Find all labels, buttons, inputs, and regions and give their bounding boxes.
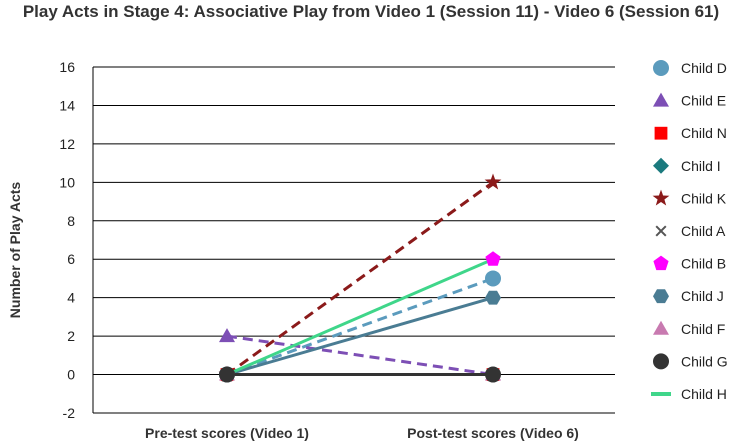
y-axis-label: Number of Play Acts	[7, 182, 23, 319]
legend-swatch	[652, 189, 670, 206]
legend-item-child-n: Child N	[654, 125, 727, 141]
y-tick-label: 2	[67, 328, 75, 344]
y-tick-label: 14	[59, 97, 75, 113]
x-category-labels: Pre-test scores (Video 1) Post-test score…	[145, 425, 579, 441]
series-markers	[218, 173, 502, 383]
data-point-child-j	[485, 290, 501, 305]
legend-item-child-h: Child H	[651, 386, 727, 402]
legend-swatch	[653, 320, 669, 335]
legend-item-child-b: Child B	[653, 255, 726, 272]
legend-label: Child G	[681, 353, 728, 369]
legend-item-child-j: Child J	[653, 288, 724, 304]
legend-item-child-e: Child E	[653, 92, 726, 109]
y-tick-label: 12	[59, 136, 75, 152]
y-tick-label: 10	[59, 174, 75, 190]
legend-label: Child I	[681, 158, 721, 174]
legend-item-child-i: Child I	[653, 157, 721, 174]
legend-swatch	[655, 225, 667, 237]
legend-swatch	[653, 289, 669, 304]
legend-label: Child J	[681, 288, 724, 304]
legend-swatch	[653, 255, 669, 271]
data-point-child-g	[485, 366, 501, 383]
data-point-child-g	[219, 366, 235, 383]
legend-item-child-g: Child G	[653, 353, 728, 370]
y-tick-label: -2	[63, 405, 76, 421]
legend-label: Child H	[681, 386, 727, 402]
series-line-child-h	[226, 257, 494, 376]
legend-swatch	[653, 60, 669, 76]
legend-item-child-f: Child F	[653, 320, 725, 337]
legend-swatch	[653, 157, 669, 174]
series-line-child-e	[226, 334, 494, 377]
legend-swatch	[653, 353, 669, 370]
legend-item-child-a: Child A	[655, 223, 726, 239]
y-tick-label: 8	[67, 213, 75, 229]
legend-label: Child E	[681, 93, 726, 109]
legend-label: Child K	[681, 190, 727, 206]
data-point-child-d	[485, 270, 501, 287]
legend-item-child-k: Child K	[652, 189, 727, 206]
series-line-child-j	[226, 296, 494, 376]
series-line-child-k	[226, 181, 494, 376]
legend-label: Child F	[681, 321, 725, 337]
grid-lines	[92, 66, 615, 414]
legend: Child D Child E Child N Child I Child K Child…	[651, 60, 728, 402]
legend-swatch	[654, 126, 668, 140]
legend-swatch	[653, 92, 669, 107]
chart-title: Play Acts in Stage 4: Associative Play f…	[22, 2, 720, 21]
legend-label: Child N	[681, 125, 727, 141]
x-category-label: Pre-test scores (Video 1)	[145, 425, 309, 441]
y-tick-label: 6	[67, 251, 75, 267]
data-point-child-b	[485, 251, 501, 266]
y-tick-labels: -2 0 2 4 6 8 10 12 14 16	[59, 59, 75, 421]
y-tick-label: 4	[67, 290, 75, 306]
series-line-child-d	[226, 277, 494, 376]
data-point-child-e	[219, 328, 235, 343]
x-category-label: Post-test scores (Video 6)	[407, 425, 579, 441]
legend-item-child-d: Child D	[653, 60, 727, 76]
data-point-child-k	[484, 173, 502, 190]
series-lines	[226, 181, 494, 377]
y-tick-label: 16	[59, 59, 75, 75]
legend-label: Child B	[681, 256, 726, 272]
legend-label: Child A	[681, 223, 726, 239]
y-tick-label: 0	[67, 367, 75, 383]
legend-label: Child D	[681, 60, 727, 76]
